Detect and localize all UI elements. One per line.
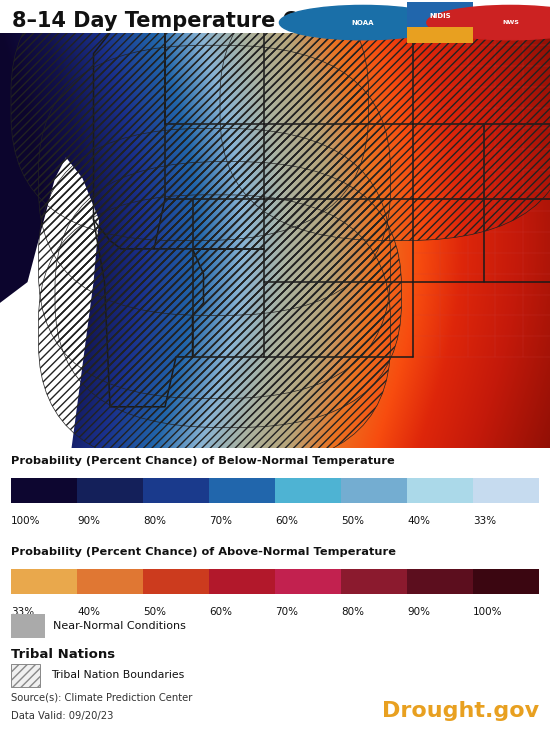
Bar xyxy=(11,614,45,639)
Bar xyxy=(77,478,143,502)
Text: 60%: 60% xyxy=(275,516,298,526)
Text: Source(s): Climate Prediction Center: Source(s): Climate Prediction Center xyxy=(11,693,192,703)
Text: Probability (Percent Chance) of Below-Normal Temperature: Probability (Percent Chance) of Below-No… xyxy=(11,456,395,467)
Bar xyxy=(77,569,143,593)
Text: 33%: 33% xyxy=(473,516,496,526)
Circle shape xyxy=(427,5,550,40)
Text: 60%: 60% xyxy=(209,607,232,617)
Bar xyxy=(275,569,341,593)
Bar xyxy=(341,478,407,502)
Text: Drought.gov: Drought.gov xyxy=(382,701,539,720)
Text: NWS: NWS xyxy=(502,20,519,25)
Text: NIDIS: NIDIS xyxy=(429,13,451,19)
Text: 8–14 Day Temperature Outlook: 8–14 Day Temperature Outlook xyxy=(12,11,375,31)
Text: Tribal Nations: Tribal Nations xyxy=(11,647,115,660)
Bar xyxy=(11,478,77,502)
Text: 100%: 100% xyxy=(11,516,41,526)
Bar xyxy=(209,478,275,502)
Bar xyxy=(143,569,209,593)
Text: 33%: 33% xyxy=(11,607,34,617)
Text: Tribal Nation Boundaries: Tribal Nation Boundaries xyxy=(51,670,184,680)
FancyBboxPatch shape xyxy=(11,663,40,687)
Bar xyxy=(407,478,473,502)
Bar xyxy=(407,569,473,593)
Text: 70%: 70% xyxy=(275,607,298,617)
Text: 50%: 50% xyxy=(341,516,364,526)
Text: 80%: 80% xyxy=(143,516,166,526)
Text: NOAA: NOAA xyxy=(352,20,374,26)
Bar xyxy=(473,478,539,502)
Circle shape xyxy=(279,5,447,40)
Bar xyxy=(473,569,539,593)
Polygon shape xyxy=(0,157,99,448)
Text: 90%: 90% xyxy=(77,516,100,526)
Text: 90%: 90% xyxy=(407,607,430,617)
Bar xyxy=(407,2,473,43)
Text: 40%: 40% xyxy=(77,607,100,617)
Text: 70%: 70% xyxy=(209,516,232,526)
Text: 100%: 100% xyxy=(473,607,503,617)
Text: Probability (Percent Chance) of Above-Normal Temperature: Probability (Percent Chance) of Above-No… xyxy=(11,547,396,557)
Bar xyxy=(11,569,77,593)
Text: 40%: 40% xyxy=(407,516,430,526)
Text: 80%: 80% xyxy=(341,607,364,617)
Text: Data Valid: 09/20/23: Data Valid: 09/20/23 xyxy=(11,711,113,720)
Bar xyxy=(209,569,275,593)
Text: 50%: 50% xyxy=(143,607,166,617)
Bar xyxy=(275,478,341,502)
Bar xyxy=(407,27,473,43)
Bar xyxy=(143,478,209,502)
Text: Near-Normal Conditions: Near-Normal Conditions xyxy=(53,621,186,631)
Bar xyxy=(341,569,407,593)
